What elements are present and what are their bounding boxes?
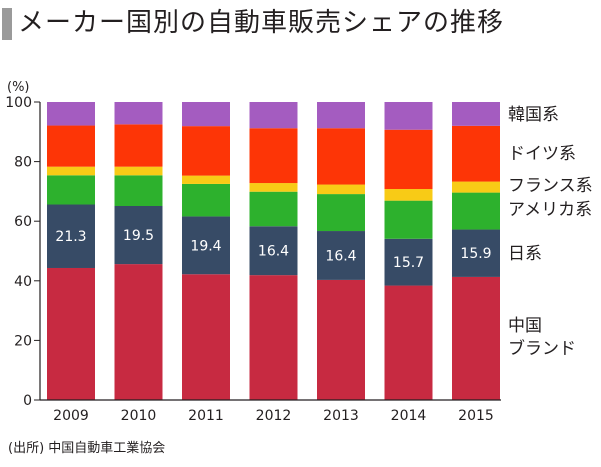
bar-segment — [47, 102, 95, 126]
x-tick-label: 2012 — [256, 408, 292, 424]
bar-segment — [47, 204, 95, 268]
bar-segment — [249, 275, 298, 400]
bar-segment — [384, 285, 433, 400]
bar-segment — [452, 192, 500, 230]
bar-segment — [317, 231, 365, 280]
bar-segment — [182, 126, 230, 176]
data-label: 21.3 — [55, 229, 86, 245]
bar-segment — [452, 229, 500, 277]
bar-segment — [47, 175, 95, 205]
y-tick-label: 0 — [23, 393, 32, 409]
bar-segment — [114, 206, 163, 265]
bar-segment — [452, 125, 500, 182]
bar-segment — [452, 181, 500, 193]
bar-segment — [384, 102, 433, 130]
legend-label: フランス系 — [508, 176, 593, 196]
bar-segment — [114, 166, 163, 176]
bar-segment — [182, 175, 230, 184]
bar-segment — [47, 166, 95, 176]
y-tick-label: 40 — [14, 274, 32, 290]
bar-segment — [47, 125, 95, 167]
bar-segment — [114, 124, 163, 167]
bar-segment — [384, 189, 433, 201]
bar-segment — [317, 194, 365, 232]
source-note: (出所) 中国自動車工業協会 — [8, 441, 166, 456]
data-label: 15.9 — [460, 246, 491, 262]
bar-segment — [249, 226, 298, 276]
bar-segment — [114, 264, 163, 400]
y-tick-label: 80 — [14, 155, 32, 171]
bar-segment — [249, 191, 298, 227]
x-tick-label: 2015 — [458, 408, 494, 424]
data-label: 19.5 — [123, 228, 154, 244]
x-tick-label: 2009 — [53, 408, 89, 424]
data-label: 16.4 — [258, 244, 289, 260]
title-accent-bar — [2, 8, 12, 40]
data-label: 15.7 — [393, 255, 424, 271]
bar-segment — [249, 102, 298, 129]
legend-label: 韓国系 — [508, 105, 559, 125]
y-tick-label: 60 — [14, 214, 32, 230]
bar-segment — [452, 102, 500, 126]
bar-segment — [182, 102, 230, 127]
bar-segment — [317, 184, 365, 195]
bar-segment — [182, 274, 230, 400]
bar-segment — [114, 102, 163, 125]
bar-segment — [384, 129, 433, 190]
bar-segment — [182, 183, 230, 217]
bar-segment — [47, 267, 95, 400]
bar-segment — [317, 102, 365, 129]
data-label: 19.4 — [190, 238, 221, 254]
bar-segment — [384, 200, 433, 239]
x-tick-label: 2010 — [121, 408, 157, 424]
legend-label: 日系 — [508, 244, 542, 264]
legend-label: アメリカ系 — [508, 200, 592, 220]
bar-segment — [452, 276, 500, 400]
y-tick-label: 20 — [14, 333, 32, 349]
bar-segment — [114, 175, 163, 207]
x-tick-label: 2011 — [188, 408, 224, 424]
legend-label: ドイツ系 — [508, 144, 576, 164]
y-axis-unit-label: (%) — [7, 80, 30, 95]
x-tick-label: 2013 — [323, 408, 359, 424]
bar-segment — [317, 279, 365, 400]
x-tick-label: 2014 — [391, 408, 427, 424]
chart-title: メーカー国別の自動車販売シェアの推移 — [18, 8, 505, 38]
bar-segment — [317, 128, 365, 185]
legend-label: ブランド — [508, 338, 576, 359]
data-label: 16.4 — [325, 248, 356, 264]
bar-segment — [384, 238, 433, 286]
y-tick-label: 100 — [5, 95, 32, 111]
legend-label: 中国 — [508, 316, 542, 336]
bar-segment — [249, 183, 298, 192]
bar-segment — [182, 216, 230, 275]
bar-segment — [249, 128, 298, 184]
